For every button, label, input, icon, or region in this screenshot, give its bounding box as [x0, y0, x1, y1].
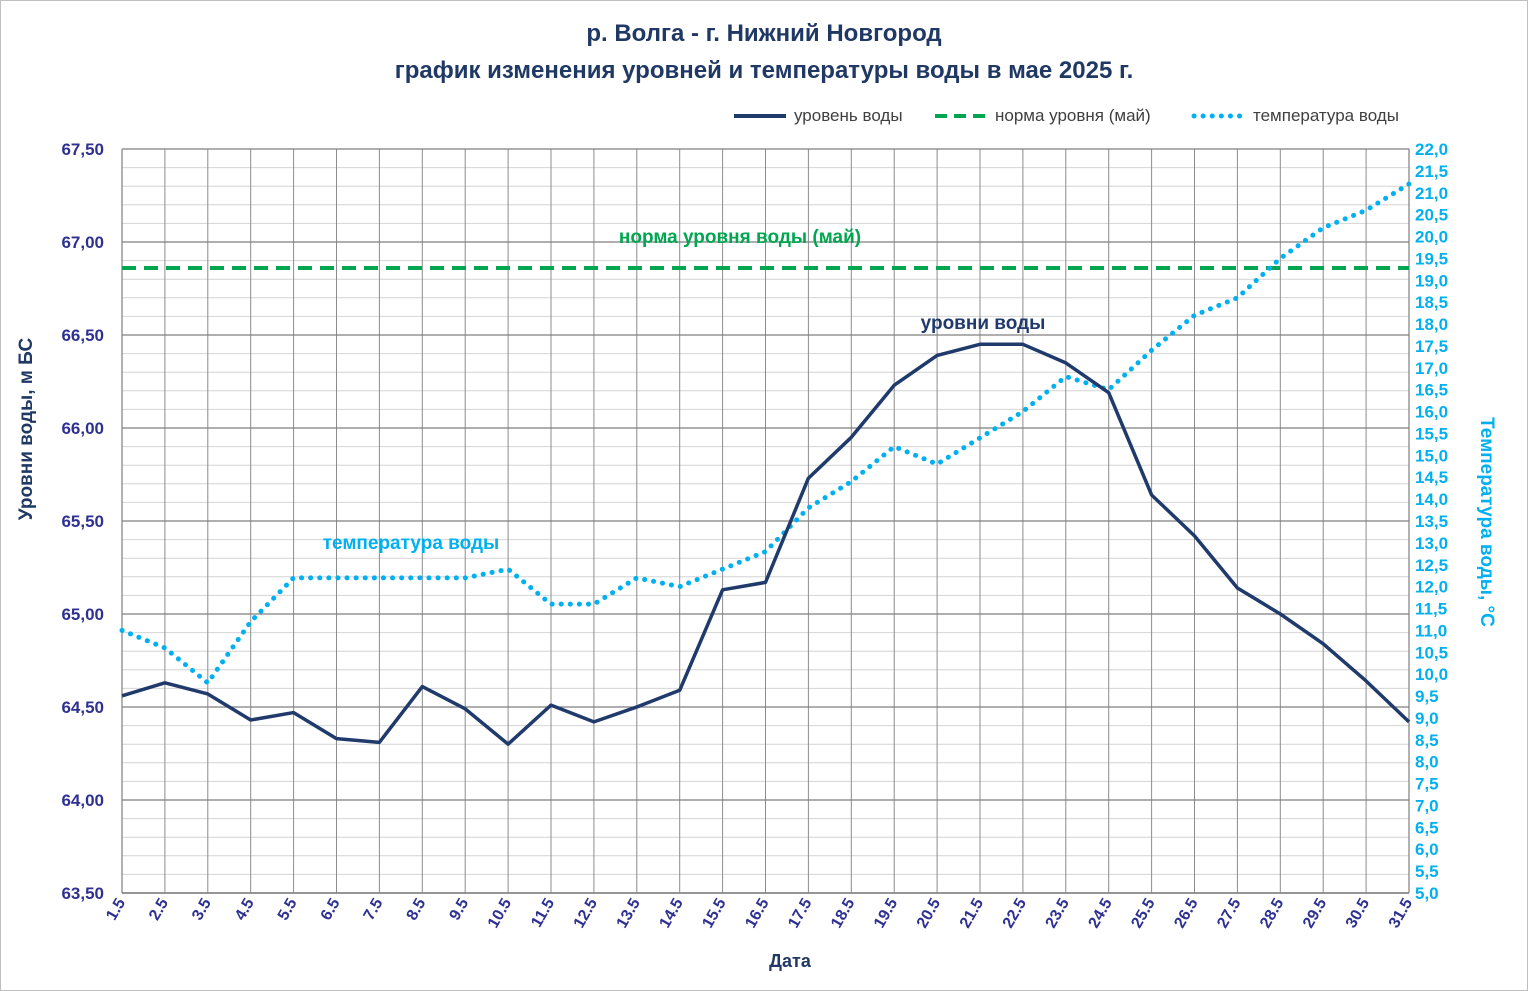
y-right-tick-label: 16,5	[1415, 381, 1448, 400]
x-tick-label: 4.5	[232, 896, 258, 924]
x-tick-label: 27.5	[1214, 896, 1244, 932]
annotation-temperature: температура воды	[323, 533, 500, 554]
y-right-tick-label: 11,5	[1415, 600, 1447, 619]
y-right-tick-label: 6,0	[1415, 840, 1439, 859]
y-right-tick-label: 14,0	[1415, 490, 1448, 509]
x-tick-label: 30.5	[1343, 896, 1373, 932]
x-tick-label: 23.5	[1043, 896, 1073, 932]
y-right-tick-label: 15,0	[1415, 446, 1448, 465]
x-tick-label: 26.5	[1171, 896, 1201, 932]
y-right-tick-label: 22,0	[1415, 140, 1448, 159]
y-right-tick-label: 13,5	[1415, 512, 1448, 531]
y-axis-left-ticks: 63,50 64,00 64,50 65,00 65,50 66,00 66,50 67,00…	[61, 140, 104, 903]
y-right-tick-label: 10,5	[1415, 643, 1448, 662]
y-right-tick-label: 18,5	[1415, 293, 1448, 312]
y-right-tick-label: 21,5	[1415, 162, 1448, 181]
y-right-tick-label: 9,5	[1415, 687, 1439, 706]
y-right-tick-label: 13,0	[1415, 534, 1448, 553]
x-tick-label: 12.5	[571, 896, 601, 932]
line-chart: 63,50 64,00 64,50 65,00 65,50 66,00 66,50 67,00…	[0, 0, 1528, 991]
x-tick-label: 15.5	[699, 896, 729, 932]
y-right-tick-label: 8,5	[1415, 731, 1439, 750]
x-tick-label: 7.5	[361, 896, 387, 924]
y-right-tick-label: 11,0	[1415, 621, 1447, 640]
y-axis-right-title: Температура воды, °С	[1475, 417, 1497, 627]
x-tick-label: 17.5	[785, 896, 815, 932]
y-axis-right-ticks: 5,0 5,5 6,0 6,5 7,0 7,5 8,0 8,5 9,0 9,5 10,0 10,5 11…	[1415, 140, 1448, 903]
x-tick-label: 31.5	[1386, 896, 1416, 932]
x-tick-label: 18.5	[828, 896, 858, 932]
x-tick-label: 21.5	[957, 896, 987, 932]
y-right-tick-label: 5,0	[1415, 884, 1439, 903]
y-right-tick-label: 14,5	[1415, 468, 1448, 487]
x-tick-label: 11.5	[528, 896, 558, 931]
y-right-tick-label: 17,0	[1415, 359, 1448, 378]
x-tick-label: 25.5	[1128, 896, 1158, 932]
y-right-tick-label: 20,0	[1415, 228, 1448, 247]
x-axis-ticks: 1.5 2.5 3.5 4.5 5.5 6.5 7.5 8.5 9.5 10.5 11.5 12.5 1…	[103, 896, 1416, 932]
x-tick-label: 3.5	[189, 896, 215, 924]
annotation-level: уровни воды	[921, 313, 1046, 334]
y-right-tick-label: 15,5	[1415, 424, 1448, 443]
y-right-tick-label: 5,5	[1415, 862, 1439, 881]
y-right-tick-label: 12,5	[1415, 556, 1448, 575]
y-right-tick-label: 17,5	[1415, 337, 1448, 356]
y-left-tick-label: 65,00	[61, 605, 104, 624]
y-right-tick-label: 8,0	[1415, 753, 1439, 772]
y-right-tick-label: 7,0	[1415, 796, 1439, 815]
x-tick-label: 13.5	[614, 896, 644, 932]
x-tick-label: 6.5	[318, 896, 344, 924]
y-left-tick-label: 65,50	[61, 512, 104, 531]
y-axis-left-title: Уровни воды, м БС	[16, 338, 38, 521]
annotation-norm: норма уровня воды (май)	[619, 227, 861, 248]
y-right-tick-label: 16,0	[1415, 403, 1448, 422]
x-tick-label: 20.5	[914, 896, 944, 932]
y-right-tick-label: 9,0	[1415, 709, 1439, 728]
y-right-tick-label: 20,5	[1415, 206, 1448, 225]
x-tick-label: 19.5	[871, 896, 901, 932]
x-tick-label: 9.5	[446, 896, 472, 924]
y-right-tick-label: 6,5	[1415, 818, 1439, 837]
y-right-tick-label: 19,5	[1415, 249, 1448, 268]
y-left-tick-label: 67,50	[61, 140, 104, 159]
x-tick-label: 10.5	[485, 896, 515, 932]
x-tick-label: 28.5	[1257, 896, 1287, 932]
x-tick-label: 22.5	[1000, 896, 1030, 932]
y-right-tick-label: 19,0	[1415, 271, 1448, 290]
y-left-tick-label: 67,00	[61, 233, 104, 252]
y-right-tick-label: 18,0	[1415, 315, 1448, 334]
x-tick-label: 8.5	[404, 896, 430, 924]
y-left-tick-label: 66,50	[61, 326, 104, 345]
x-tick-label: 1.5	[103, 896, 129, 924]
y-left-tick-label: 64,00	[61, 791, 104, 810]
y-right-tick-label: 21,0	[1415, 184, 1448, 203]
y-right-tick-label: 12,0	[1415, 578, 1448, 597]
x-tick-label: 29.5	[1300, 896, 1330, 932]
x-tick-label: 16.5	[742, 896, 772, 932]
y-left-tick-label: 64,50	[61, 698, 104, 717]
y-right-tick-label: 7,5	[1415, 775, 1439, 794]
x-tick-label: 14.5	[657, 896, 687, 932]
y-left-tick-label: 63,50	[61, 884, 104, 903]
x-tick-label: 2.5	[146, 896, 172, 924]
x-tick-label: 5.5	[275, 896, 301, 924]
y-right-tick-label: 10,0	[1415, 665, 1448, 684]
y-left-tick-label: 66,00	[61, 419, 104, 438]
x-tick-label: 24.5	[1086, 896, 1116, 932]
x-axis-title: Дата	[769, 951, 811, 972]
